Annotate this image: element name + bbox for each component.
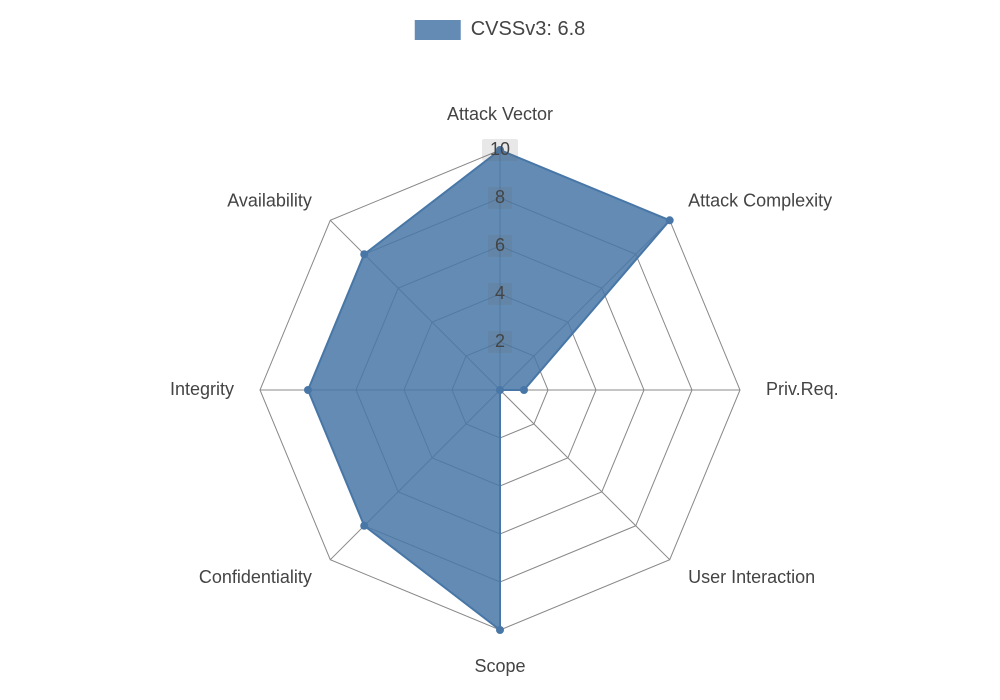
axis-label: User Interaction [688,567,815,587]
axis-label: Priv.Req. [766,379,839,399]
axis-label: Attack Complexity [688,191,832,211]
tick-label: 10 [490,139,510,159]
series-marker [304,386,312,394]
tick-label: 8 [495,187,505,207]
series-marker [496,626,504,634]
grid-spoke [500,390,670,560]
axis-label: Attack Vector [447,104,553,124]
axis-label: Scope [474,656,525,676]
series-marker [360,250,368,258]
tick-label: 2 [495,331,505,351]
radar-chart-container: Attack Vector Attack Complexity Priv.Req. U… [0,0,1000,700]
axis-label: Confidentiality [199,567,312,587]
chart-legend: CVSSv3: 6.8 [415,18,586,41]
radar-chart-svg: Attack Vector Attack Complexity Priv.Req. U… [0,0,1000,700]
tick-label: 4 [495,283,505,303]
series-marker [520,386,528,394]
axis-label: Availability [227,191,312,211]
legend-label: CVSSv3: 6.8 [471,18,586,41]
series-marker [360,522,368,530]
tick-label: 6 [495,235,505,255]
legend-swatch [415,20,461,40]
axis-label: Integrity [170,379,234,399]
series-marker [666,216,674,224]
series-marker [496,386,504,394]
